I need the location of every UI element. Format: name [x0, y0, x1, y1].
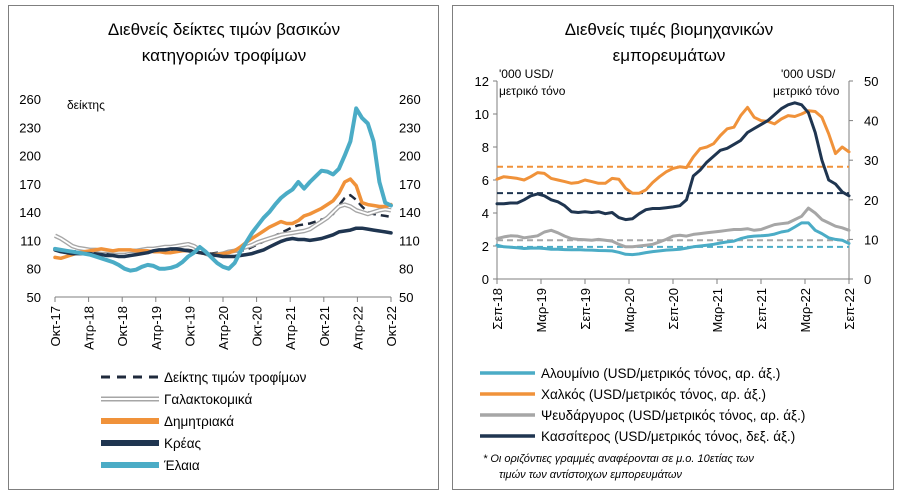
x-tick-label: Σεπ-18	[490, 288, 505, 330]
x-tick-label: Σεπ-21	[754, 288, 769, 330]
y-tick-right: 230	[399, 120, 421, 135]
x-tick-label: Μαρ-19	[534, 288, 549, 333]
legend-label-3: Ψευδάργυρος (USD/μετρικός τόνος, αρ. άξ.…	[541, 408, 805, 423]
series-1-line	[495, 221, 851, 257]
left-unit-line-2: μετρικό τόνο	[499, 84, 566, 98]
series-4-line	[495, 101, 851, 222]
x-tick-label: Απρ-22	[350, 306, 365, 350]
x-tick-label: Μαρ-20	[622, 288, 637, 333]
chart-title-line-1: Διεθνείς δείκτες τιμών βασικών	[108, 20, 340, 39]
series-3-line	[53, 177, 393, 261]
right-y-tick: 0	[864, 272, 871, 287]
right-y-tick: 20	[864, 193, 878, 208]
series-3-line	[495, 206, 851, 249]
x-tick-label: Απρ-20	[216, 306, 231, 350]
x-tick-label: Οκτ-19	[182, 306, 197, 347]
legend-label-2: Χαλκός (USD/μετρικός τόνος, αρ. άξ.)	[541, 387, 766, 402]
legend-label-3: Δημητριακά	[164, 414, 234, 429]
y-tick-left: 170	[19, 177, 41, 192]
y-tick-left: 200	[19, 149, 41, 164]
chart-title-line-2: κατηγοριών τροφίμων	[142, 46, 306, 65]
reference-lines	[497, 165, 849, 248]
y-tick-right: 80	[399, 262, 413, 277]
x-tick-label: Απρ-21	[283, 306, 298, 350]
y-tick-right: 200	[399, 149, 421, 164]
left-y-tick: 2	[482, 239, 489, 254]
y-tick-right: 260	[399, 92, 421, 107]
x-tick-label: Οκτ-17	[48, 306, 63, 347]
x-tick-label: Σεπ-20	[666, 288, 681, 330]
y-tick-left: 80	[27, 262, 41, 277]
legend-label-4: Κασσίτερος (USD/μετρικός τόνος, δεξ. άξ.…	[541, 429, 795, 444]
y-tick-left: 110	[20, 233, 41, 248]
y-tick-left: 50	[27, 290, 41, 305]
x-tick-label: Απρ-18	[82, 306, 97, 350]
x-tick-label: Οκτ-20	[250, 306, 265, 347]
industrial-prices-chart: Διεθνείς τιμές βιομηχανικών εμπορευμάτων…	[475, 20, 879, 481]
left-y-tick: 0	[482, 272, 489, 287]
left-y-tick: 8	[482, 140, 489, 155]
chart-title-line-1: Διεθνείς τιμές βιομηχανικών	[565, 20, 774, 39]
y-tick-left: 140	[19, 205, 41, 220]
food-prices-panel: Διεθνείς δείκτες τιμών βασικών κατηγοριώ…	[8, 5, 439, 490]
y-tick-right: 50	[399, 290, 413, 305]
right-y-tick: 30	[864, 153, 878, 168]
right-y-tick: 50	[864, 74, 878, 89]
series-lines	[495, 101, 851, 257]
series-5-line	[53, 106, 393, 273]
y-tick-left: 260	[19, 92, 41, 107]
left-y-tick: 4	[482, 206, 489, 221]
chart-title-line-2: εμπορευμάτων	[613, 46, 726, 65]
x-tick-label: Σεπ-22	[842, 288, 857, 330]
legend-label-5: Έλαια	[163, 458, 200, 473]
right-y-tick: 40	[864, 114, 878, 129]
x-tick-label: Μαρ-22	[798, 288, 813, 333]
series-4-line	[53, 226, 393, 259]
food-prices-chart: Διεθνείς δείκτες τιμών βασικών κατηγοριώ…	[19, 20, 420, 473]
x-tick-label: Απρ-19	[149, 306, 164, 350]
x-tick-label: Σεπ-19	[578, 288, 593, 330]
x-tick-label: Οκτ-21	[317, 306, 332, 347]
y-tick-right: 170	[399, 177, 421, 192]
left-unit-line-1: '000 USD/	[499, 67, 554, 81]
y-tick-right: 110	[399, 233, 420, 248]
y-tick-right: 140	[399, 205, 421, 220]
y-tick-left: 230	[19, 120, 41, 135]
legend-label-4: Κρέας	[164, 436, 202, 451]
series-lines	[53, 106, 393, 273]
right-unit-line-1: '000 USD/	[781, 67, 836, 81]
legend: Δείκτης τιμών τροφίμων Γαλακτοκομικά Δημητ…	[101, 370, 307, 473]
unit-label: δείκτης	[67, 98, 105, 112]
left-y-tick: 6	[482, 173, 489, 188]
axes: 50 50 80 80 110 110 140 140 170 170 200 200 230 230 26…	[19, 92, 420, 350]
legend: Αλουμίνιο (USD/μετρικός τόνος, αρ. άξ.) Χ…	[480, 366, 805, 444]
legend-label-2: Γαλακτοκομικά	[164, 392, 252, 407]
footnote-line-2: τιμών των αντίστοιχων εμπορευμάτων	[499, 469, 682, 481]
left-y-tick: 12	[475, 74, 489, 89]
x-tick-label: Οκτ-18	[115, 306, 130, 347]
x-tick-label: Οκτ-22	[384, 306, 399, 347]
x-tick-label: Μαρ-21	[710, 288, 725, 333]
industrial-prices-panel: Διεθνείς τιμές βιομηχανικών εμπορευμάτων…	[452, 5, 894, 490]
footnote-line-1: * Οι οριζόντιες γραμμές αναφέρονται σε μ…	[483, 453, 754, 465]
legend-label-1: Αλουμίνιο (USD/μετρικός τόνος, αρ. άξ.)	[541, 366, 780, 381]
legend-label-1: Δείκτης τιμών τροφίμων	[164, 370, 307, 385]
left-y-tick: 10	[475, 107, 489, 122]
series-2-line	[495, 105, 851, 195]
right-y-tick: 10	[864, 232, 878, 247]
right-unit-line-2: μετρικό τόνο	[773, 84, 840, 98]
